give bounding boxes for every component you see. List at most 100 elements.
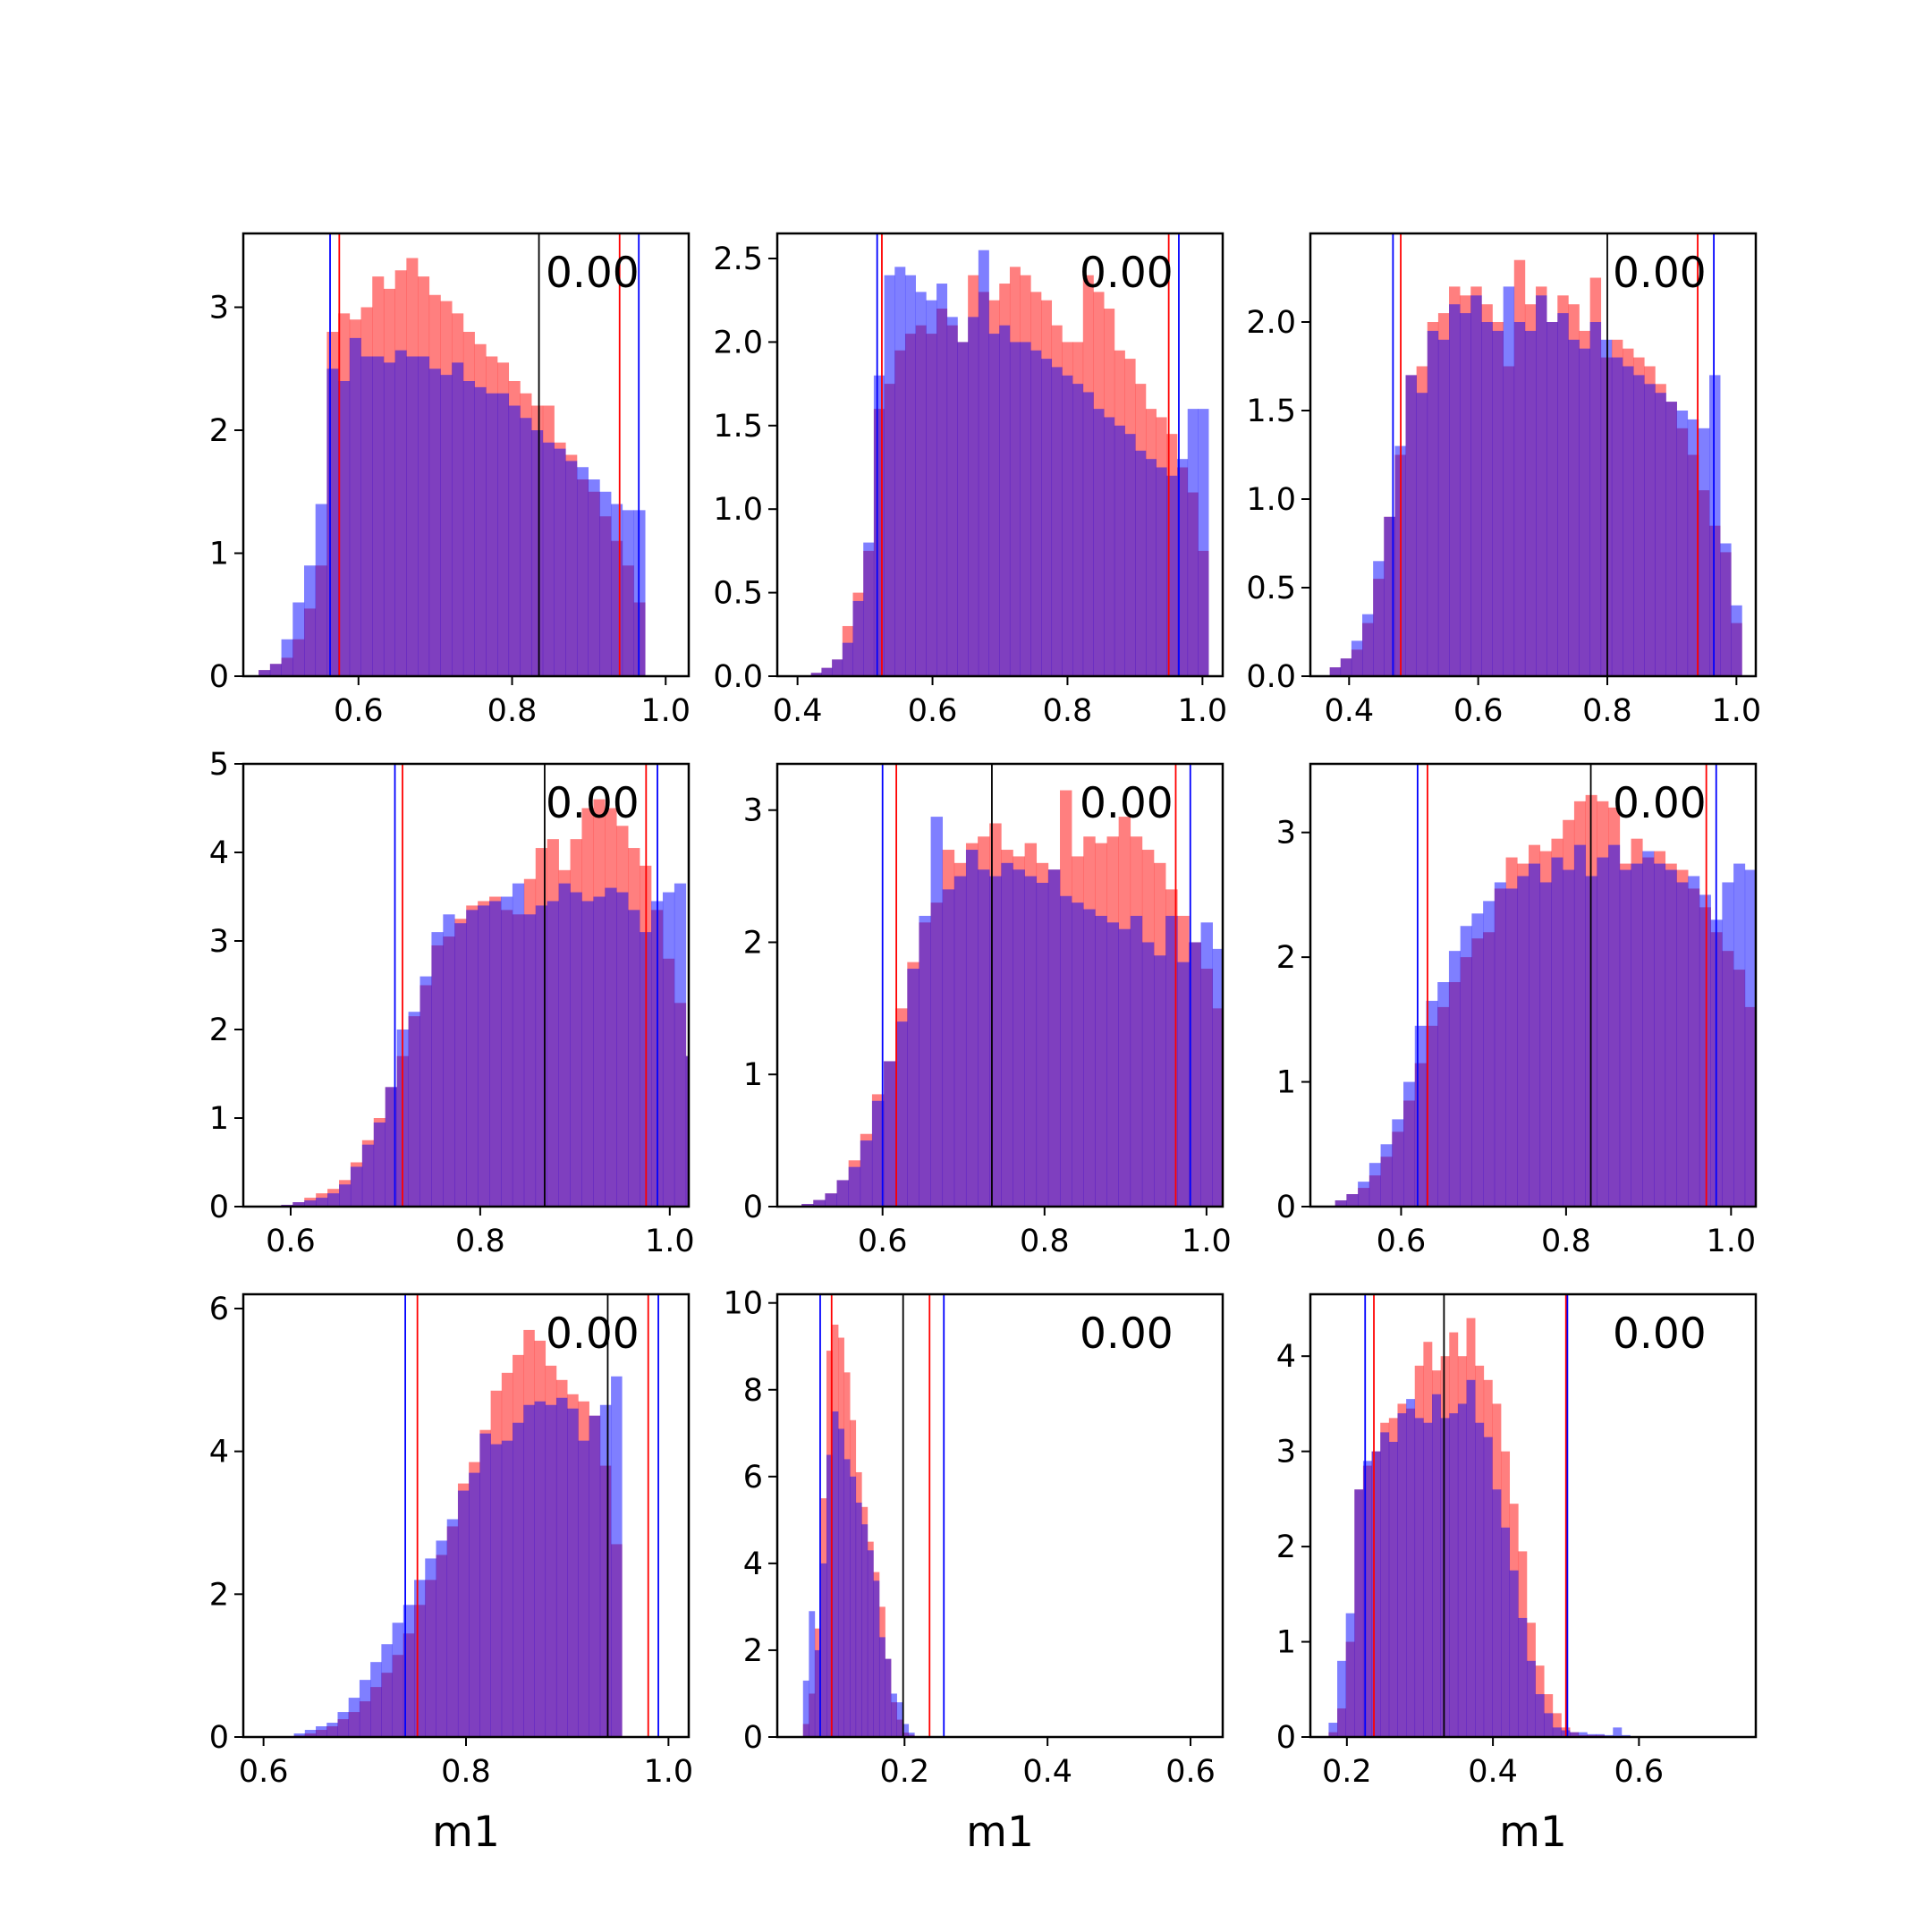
y-tick-label: 0 xyxy=(743,1190,763,1225)
histogram-bar xyxy=(1501,1527,1511,1737)
histogram-bar xyxy=(581,901,594,1207)
x-tick-label: 0.8 xyxy=(487,693,538,729)
histogram-bar xyxy=(535,905,547,1207)
histogram-bar xyxy=(304,1200,317,1207)
histogram-bar xyxy=(497,393,510,676)
y-tick-label: 6 xyxy=(209,1292,229,1327)
histogram-bar xyxy=(1722,882,1734,1207)
histogram-bar xyxy=(1573,844,1586,1207)
y-tick-label: 8 xyxy=(743,1373,763,1409)
histogram-bar xyxy=(555,1397,568,1737)
y-tick-label: 2 xyxy=(209,1577,229,1613)
histogram-bar xyxy=(547,901,559,1207)
histogram-bar xyxy=(926,300,937,676)
histogram-bar xyxy=(372,356,385,676)
histogram-bar xyxy=(381,1644,393,1737)
histogram-bar xyxy=(1437,339,1450,676)
histogram-bar xyxy=(1072,902,1084,1207)
histogram-bar xyxy=(842,642,853,676)
y-tick-label: 2.5 xyxy=(713,242,763,277)
histogram-bar xyxy=(825,1193,837,1207)
histogram-bar xyxy=(1720,543,1732,676)
histogram-bar xyxy=(1437,982,1450,1207)
histogram-bar xyxy=(896,1702,903,1737)
plot-area xyxy=(810,233,1209,676)
histogram-bar xyxy=(1358,1182,1370,1207)
histogram-bar xyxy=(542,442,555,676)
histogram-bar xyxy=(999,325,1011,676)
histogram-bar xyxy=(293,1733,306,1737)
x-tick-label: 0.6 xyxy=(1165,1754,1216,1790)
histogram-bar xyxy=(440,375,453,676)
histogram-bar xyxy=(360,356,373,676)
histogram-bar xyxy=(565,461,578,676)
histogram-bar xyxy=(1072,384,1084,676)
histogram-bar xyxy=(953,876,967,1207)
y-tick-label: 0 xyxy=(1276,1190,1296,1225)
histogram-series-blue xyxy=(1328,1379,1631,1737)
histogram-bar xyxy=(1492,1489,1502,1737)
histogram-bar xyxy=(611,504,623,676)
histogram-bar xyxy=(821,667,833,676)
axes-frame xyxy=(242,232,691,678)
histogram-bar xyxy=(605,887,617,1207)
histogram-bar xyxy=(1529,863,1541,1207)
histogram-bar xyxy=(1546,322,1558,676)
histogram-bar xyxy=(978,250,989,676)
histogram-bar xyxy=(1733,863,1746,1207)
histogram-bar xyxy=(1449,1413,1459,1737)
histogram-bar xyxy=(486,393,498,676)
histogram-bar xyxy=(1613,1727,1623,1737)
subplot-2: 0.4 0.6 0.8 1.0 0.0 0.5 1.0 1.5 2.0 2.5 0.00 xyxy=(713,232,1227,729)
histogram-bar xyxy=(512,883,525,1207)
histogram-bar xyxy=(392,1623,404,1737)
subplot-4: 0.6 0.8 1.0 0 1 2 3 4 5 0.00 xyxy=(209,747,695,1259)
y-tick-label: 3 xyxy=(1276,816,1296,852)
histogram-bar xyxy=(1665,869,1677,1207)
histogram-bar xyxy=(428,369,441,676)
x-tick-label: 0.6 xyxy=(1453,693,1504,729)
histogram-bar xyxy=(1513,322,1526,676)
histogram-bar xyxy=(443,914,455,1207)
histogram-bar xyxy=(885,1658,892,1737)
histogram-bar xyxy=(281,639,293,676)
histogram-series-blue xyxy=(1335,844,1756,1207)
histogram-bar xyxy=(852,600,864,676)
x-tick-label: 0.6 xyxy=(239,1754,289,1790)
histogram-bar xyxy=(1362,1461,1372,1737)
histogram-bar xyxy=(1405,375,1417,676)
histogram-bar xyxy=(1539,882,1552,1207)
histogram-series-blue xyxy=(281,883,689,1207)
histogram-bar xyxy=(501,1440,513,1737)
histogram-bar xyxy=(1328,1723,1338,1737)
histogram-bar xyxy=(1013,869,1025,1207)
x-tick-label: 1.0 xyxy=(640,693,691,729)
histogram-bar xyxy=(361,1144,375,1207)
x-tick-label: 0.6 xyxy=(1614,1754,1665,1790)
histogram-bar xyxy=(1083,909,1096,1207)
histogram-bar xyxy=(873,1580,880,1737)
histogram-bar xyxy=(895,1021,908,1207)
y-tick-label: 1.0 xyxy=(713,492,763,528)
histogram-bar xyxy=(1130,915,1143,1207)
histogram-bar xyxy=(1596,1733,1605,1737)
subplot-3: 0.4 0.6 0.8 1.0 0.0 0.5 1.0 1.5 2.0 0.00 xyxy=(1246,232,1761,729)
histogram-bar xyxy=(894,267,906,676)
subplot-8: 0.2 0.4 0.6 0 2 4 6 8 10 0.00 m1 xyxy=(723,1286,1224,1857)
histogram-bar xyxy=(850,1476,857,1737)
annotation-text: 0.00 xyxy=(1080,249,1174,298)
y-tick-label: 3 xyxy=(1276,1435,1296,1470)
histogram-bar xyxy=(1371,1451,1381,1737)
histogram-bar xyxy=(1551,857,1563,1207)
histogram-bar xyxy=(867,1550,874,1737)
x-tick-label: 1.0 xyxy=(1182,1224,1232,1259)
histogram-bar xyxy=(1200,922,1213,1207)
histogram-bar xyxy=(1448,951,1461,1207)
histogram-bar xyxy=(1397,1413,1407,1737)
histogram-bar xyxy=(1135,450,1147,676)
histogram-bar xyxy=(589,1415,601,1737)
histogram-bar xyxy=(904,275,916,676)
histogram-bar xyxy=(1041,359,1053,676)
histogram-bar xyxy=(843,1459,851,1737)
